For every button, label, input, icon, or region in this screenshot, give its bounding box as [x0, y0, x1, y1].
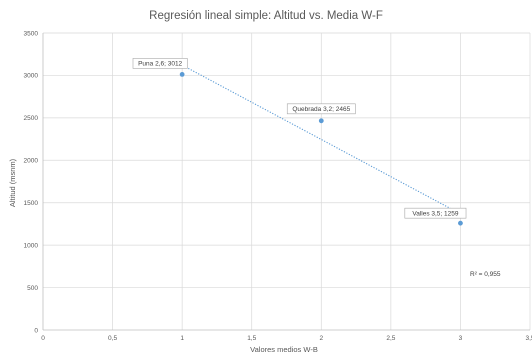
data-point	[318, 118, 324, 124]
x-axis-tick-labels: 0 0,5 1 1,5 2 2,5 3 3,5	[41, 335, 532, 342]
data-point	[458, 220, 463, 226]
x-axis-title: Valores medios W-B	[250, 345, 318, 354]
data-label: Puna 2,6; 3012	[138, 61, 182, 68]
y-axis-tick-labels: 0 500 1000 1500 2000 2500 3000 3500	[24, 30, 39, 334]
y-tick-label: 500	[27, 285, 38, 292]
trendline-layer	[170, 58, 461, 215]
y-tick-label: 2000	[24, 158, 39, 165]
data-points	[179, 72, 463, 226]
y-tick-label: 0	[34, 327, 38, 334]
x-tick-label: 3,5	[525, 335, 532, 342]
chart-title: Regresión lineal simple: Altitud vs. Med…	[149, 10, 383, 22]
y-tick-label: 3000	[24, 73, 39, 80]
y-tick-label: 3500	[24, 30, 39, 37]
x-tick-label: 1	[180, 335, 184, 342]
gridlines	[43, 32, 531, 330]
x-tick-label: 2,5	[386, 335, 395, 342]
data-label: Quebrada 3,2; 2465	[292, 106, 350, 113]
data-label-callout: Valles 3,5; 1259	[404, 207, 467, 219]
x-tick-label: 0	[41, 335, 45, 342]
data-point	[179, 72, 185, 77]
data-labels: Puna 2,6; 3012 Quebrada 3,2; 2465 Valles 3…	[132, 58, 467, 219]
y-tick-label: 1500	[24, 200, 39, 207]
data-label: Valles 3,5; 1259	[412, 210, 459, 217]
data-label-box	[286, 103, 356, 115]
data-label-callout: Puna 2,6; 3012	[132, 58, 188, 69]
r-squared-label: R² = 0,955	[470, 271, 501, 278]
x-tick-label: 3	[459, 335, 463, 342]
y-tick-label: 2500	[24, 115, 39, 122]
data-label-callout: Quebrada 3,2; 2465	[286, 103, 356, 115]
x-tick-label: 2	[319, 335, 323, 342]
x-tick-label: 0,5	[108, 335, 117, 342]
trendline	[170, 58, 461, 215]
y-axis-title: Altitud (msnm)	[8, 158, 17, 207]
y-tick-label: 1000	[24, 242, 39, 249]
data-label-box	[404, 207, 467, 219]
data-label-box	[132, 58, 188, 69]
x-tick-label: 1,5	[247, 335, 256, 342]
axes	[42, 33, 530, 331]
